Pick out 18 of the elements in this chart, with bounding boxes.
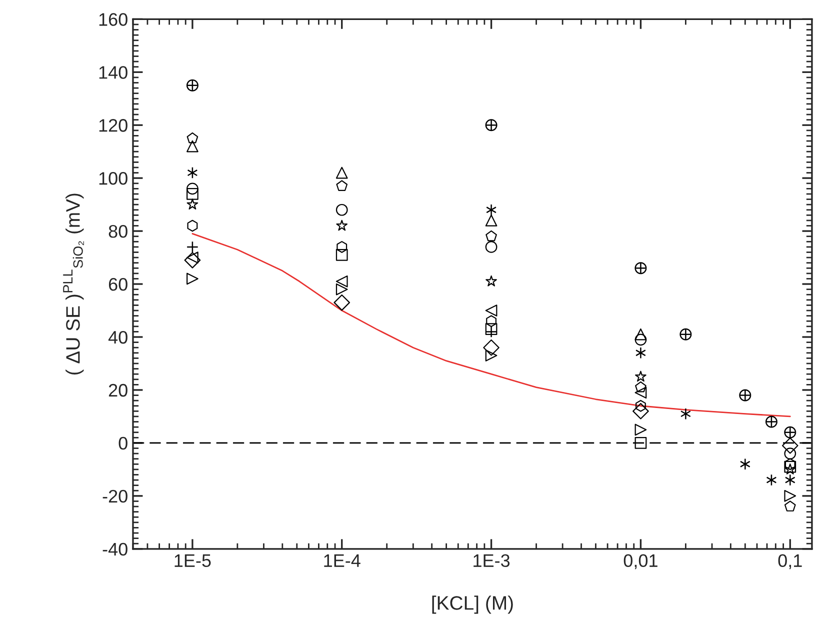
y-tick-label: 20 [108,384,128,397]
x-axis-title: [KCL] (M) [432,596,513,614]
y-tick-label: 160 [99,13,128,26]
y-tick-label: -40 [102,542,128,556]
y-tick-label: 40 [108,330,128,344]
y-tick-label: 120 [99,119,128,132]
x-tick-label: 0,1 [778,554,802,570]
y-tick-label: 80 [108,224,128,238]
y-tick-label: -20 [102,490,128,503]
y-tick-label: 100 [99,172,128,185]
y-tick-label: 140 [99,66,128,79]
y-axis-title: ( ΔU SE )$^{PLL}$$_{SiO₂}$ (mV) [63,194,84,375]
x-tick-label: 1E-5 [174,554,211,568]
y-tick-label: 0 [118,436,128,450]
x-tick-label: 1E-4 [324,554,360,567]
y-tick-label: 60 [108,278,128,291]
x-tick-label: 1E-3 [474,554,510,568]
x-tick-label: 0,01 [624,554,658,570]
